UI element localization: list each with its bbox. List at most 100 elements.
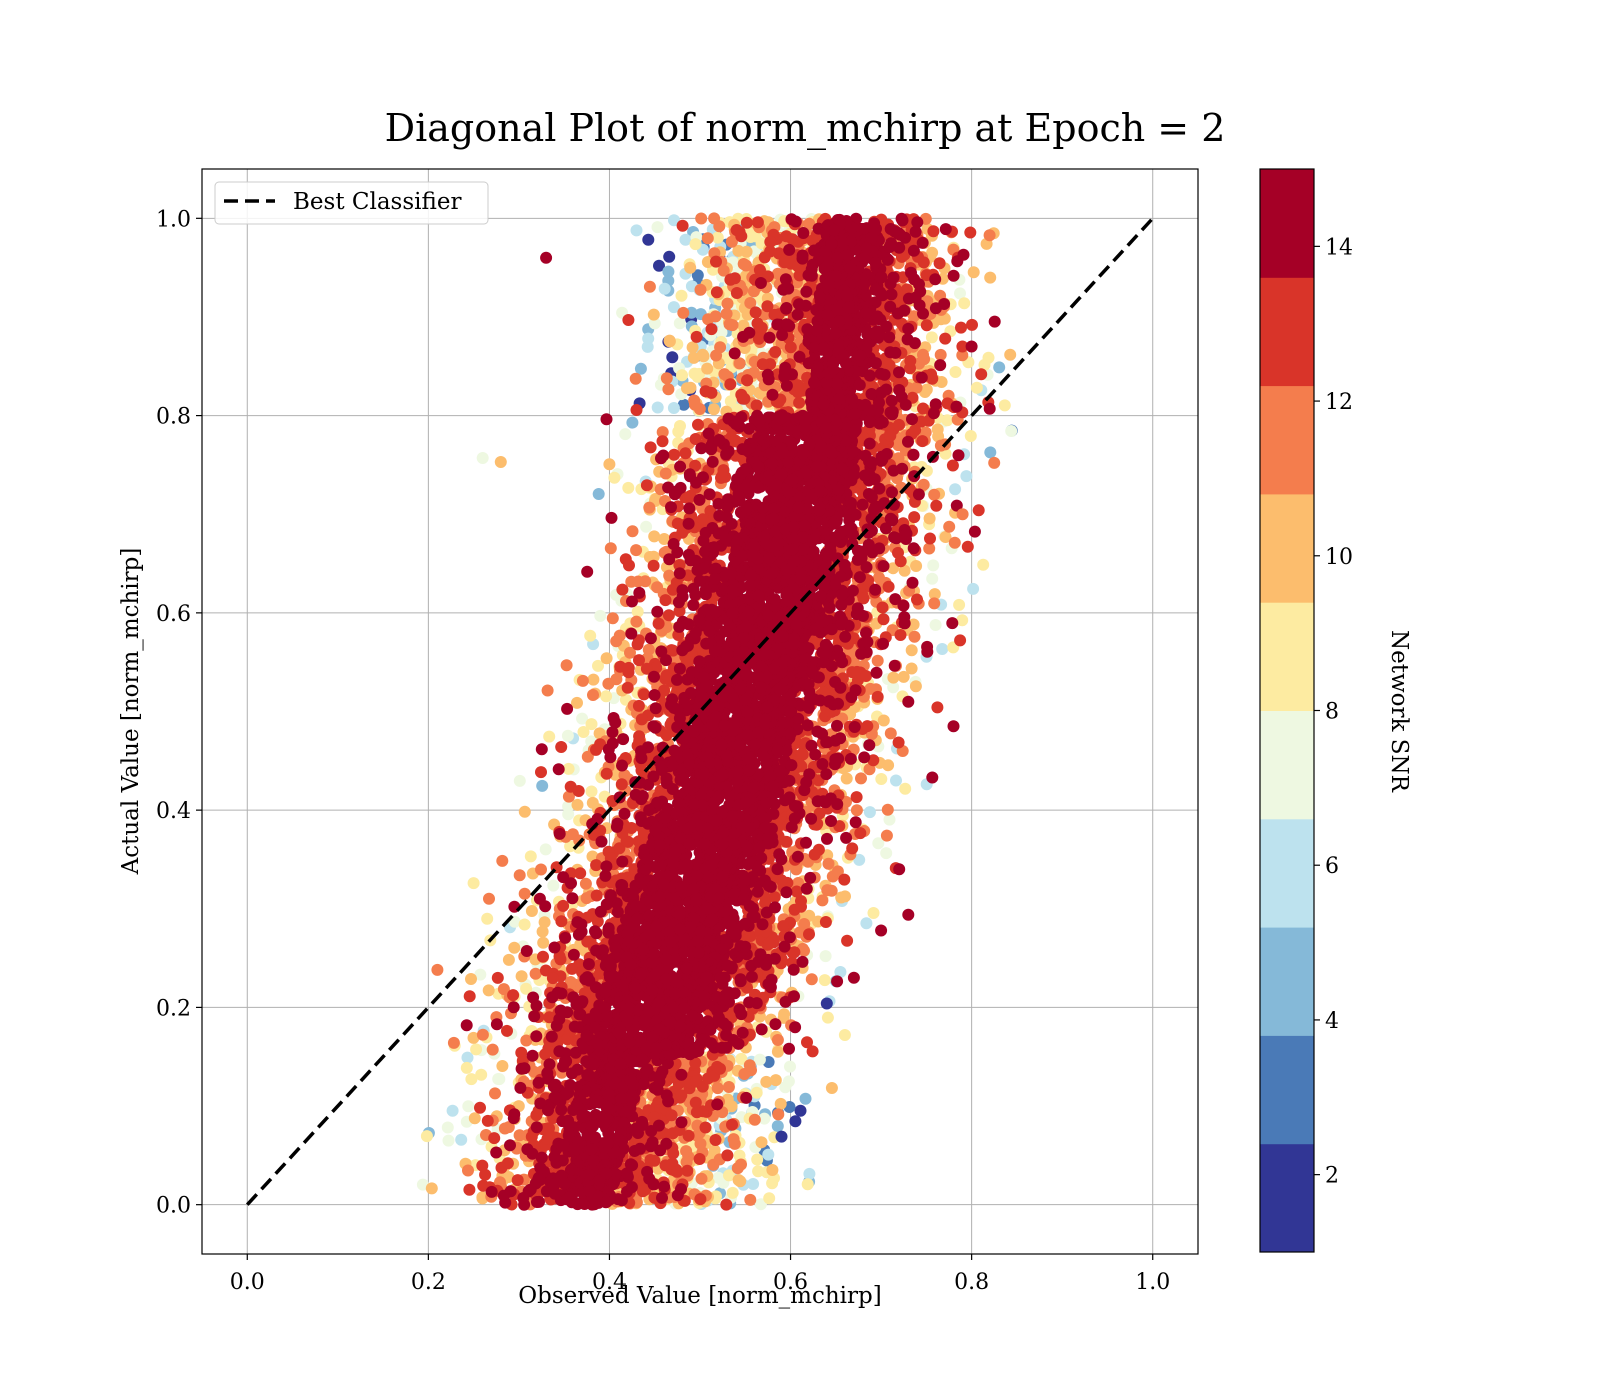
scatter-point <box>931 701 944 714</box>
scatter-point <box>928 597 941 610</box>
scatter-point <box>836 656 849 669</box>
scatter-point <box>751 1153 764 1166</box>
scatter-point <box>724 378 737 391</box>
scatter-point <box>665 1109 678 1122</box>
scatter-point <box>572 785 585 797</box>
scatter-point <box>923 512 936 525</box>
scatter-point <box>906 576 919 589</box>
scatter-point <box>502 953 515 966</box>
scatter-point <box>838 873 851 886</box>
scatter-point <box>907 244 920 257</box>
scatter-point <box>709 310 722 323</box>
scatter-point <box>626 525 639 538</box>
scatter-point <box>816 894 829 907</box>
scatter-point <box>689 238 702 251</box>
scatter-point <box>825 1082 838 1094</box>
scatter-point <box>648 689 661 701</box>
scatter-point <box>524 850 537 863</box>
scatter-point <box>508 941 521 954</box>
scatter-point <box>462 1164 474 1177</box>
scatter-point <box>461 1051 474 1064</box>
scatter-point <box>819 950 832 963</box>
scatter-point <box>690 1075 702 1088</box>
scatter-point <box>635 713 648 726</box>
scatter-point <box>927 225 940 238</box>
scatter-point <box>743 326 756 339</box>
scatter-point <box>967 582 980 595</box>
scatter-point <box>736 1026 749 1039</box>
scatter-point <box>929 273 942 286</box>
scatter-point <box>964 226 977 239</box>
scatter-point <box>831 798 844 811</box>
scatter-point <box>908 511 921 524</box>
scatter-point <box>616 583 629 596</box>
scatter-point <box>560 659 573 672</box>
scatter-point <box>911 593 923 606</box>
scatter-point <box>584 629 597 642</box>
scatter-point <box>877 560 890 573</box>
scatter-point <box>676 369 688 382</box>
scatter-point <box>630 224 643 237</box>
scatter-point <box>791 850 804 863</box>
scatter-point <box>486 1043 499 1056</box>
scatter-point <box>630 404 643 416</box>
scatter-point <box>425 1182 438 1195</box>
scatter-point <box>630 544 643 557</box>
scatter-point <box>441 1121 454 1134</box>
scatter-point <box>520 982 533 995</box>
scatter-point <box>717 464 730 477</box>
scatter-point <box>468 1112 481 1125</box>
scatter-point <box>488 1132 501 1145</box>
scatter-point <box>763 331 776 344</box>
scatter-point <box>662 383 675 396</box>
scatter-point <box>920 319 933 332</box>
scatter-point <box>711 1098 724 1111</box>
scatter-point <box>543 730 556 743</box>
scatter-point <box>662 265 675 278</box>
scatter-point <box>481 1114 494 1127</box>
scatter-point <box>642 643 655 656</box>
scatter-point <box>772 1108 785 1121</box>
scatter-point <box>751 216 764 229</box>
scatter-point <box>884 429 897 442</box>
scatter-point <box>711 1082 724 1095</box>
scatter-point <box>854 827 867 840</box>
scatter-point <box>491 971 504 984</box>
scatter-point <box>514 1081 527 1094</box>
scatter-point <box>579 877 592 890</box>
scatter-point <box>863 369 876 382</box>
scatter-point <box>961 540 974 553</box>
scatter-point <box>771 1034 784 1046</box>
scatter-point <box>536 925 549 938</box>
scatter-point <box>590 944 603 957</box>
scatter-point <box>463 1183 476 1196</box>
scatter-point <box>726 1186 739 1199</box>
scatter-point <box>949 366 962 378</box>
scatter-point <box>894 629 907 641</box>
scatter-point <box>774 1097 787 1110</box>
scatter-point <box>501 1024 513 1037</box>
scatter-point <box>682 517 695 530</box>
scatter-point <box>863 806 876 819</box>
scatter-point <box>898 304 911 317</box>
scatter-point <box>784 341 797 354</box>
scatter-point <box>983 229 996 242</box>
scatter-point <box>634 362 647 375</box>
scatter-point <box>535 766 547 779</box>
scatter-point <box>881 803 894 816</box>
scatter-point <box>967 266 980 279</box>
scatter-point <box>928 488 941 501</box>
scatter-point <box>481 912 494 925</box>
scatter-point <box>476 1028 489 1041</box>
scatter-point <box>643 280 656 293</box>
scatter-point <box>803 928 815 941</box>
scatter-point <box>839 890 851 903</box>
scatter-point <box>726 319 739 332</box>
scatter-point <box>465 973 477 985</box>
scatter-point <box>789 1115 802 1128</box>
scatter-point <box>673 662 686 675</box>
scatter-point <box>474 968 487 981</box>
scatter-point <box>791 379 804 392</box>
scatter-point <box>640 520 653 533</box>
scatter-point <box>631 638 644 651</box>
